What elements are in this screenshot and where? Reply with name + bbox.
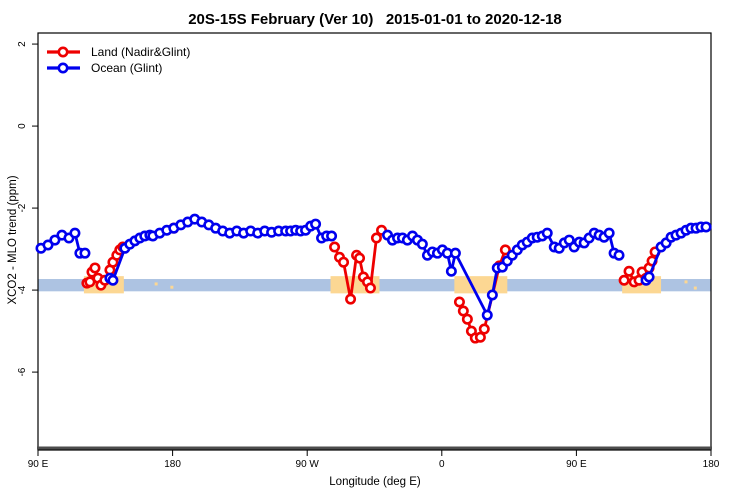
ocean-data-point [541,227,553,239]
ocean-data-point [613,249,625,261]
y-axis-label: XCO2 - MLO trend (ppm) [7,175,19,305]
ocean-data-point [449,247,461,259]
plot-border [37,32,712,451]
ocean-data-point [310,218,322,230]
legend-circle [57,62,69,74]
x-axis-label: Longitude (deg E) [329,476,421,488]
legend-label-land: Land (Nadir&Glint) [91,45,191,59]
ocean-data-point [445,265,457,277]
land-data-point [478,323,490,335]
ocean-series-marker-icon [47,62,80,74]
ocean-data-point [49,234,61,246]
land-data-point [453,296,465,308]
ocean-data-point [79,247,91,259]
ocean-data-point [481,309,493,321]
ocean-data-point [563,234,575,246]
y-tick-label: 2 [17,41,28,47]
land-data-point [618,274,630,286]
orange-speck [154,282,158,286]
x-tick-label: 0 [439,459,445,470]
land-data-point [370,232,382,244]
land-data-point [338,256,350,268]
x-tick-label: 180 [703,459,720,470]
land-data-point [345,293,357,305]
land-data-point [499,244,511,256]
ocean-data-point [416,238,428,250]
y-tick-label: -2 [17,203,28,212]
legend-label-ocean: Ocean (Glint) [91,61,163,75]
legend-item-land: Land (Nadir&Glint) [45,44,190,60]
land-data-point [474,331,486,343]
ocean-data-point [69,227,81,239]
land-data-point [354,252,366,264]
ocean-data-point [700,221,712,233]
land-data-point [457,305,469,317]
land-data-point [461,313,473,325]
legend: Land (Nadir&Glint) Ocean (Glint) [45,44,190,76]
ocean-data-point [486,289,498,301]
x-tick-label: 90 W [296,459,320,470]
orange-speck [693,286,697,290]
ocean-data-point [107,274,119,286]
orange-speck [684,280,688,284]
ocean-data-point [603,227,615,239]
y-tick-label: 0 [17,123,28,129]
x-tick-label: 90 E [566,459,587,470]
ocean-data-point [42,239,54,251]
land-data-point [89,262,101,274]
land-series-marker-icon [47,46,80,58]
ocean-data-point [643,271,655,283]
land-data-point [364,282,376,294]
orange-highlight-patch [454,276,508,294]
land-data-point [623,265,635,277]
chart-title: 20S-15S February (Ver 10) 2015-01-01 to … [188,11,562,28]
legend-item-ocean: Ocean (Glint) [45,60,190,76]
orange-speck [170,285,174,289]
x-tick-label: 90 E [28,459,49,470]
land-data-point [329,241,341,253]
legend-circle [57,46,69,58]
y-tick-label: -6 [17,367,28,376]
x-tick-label: 180 [164,459,181,470]
y-tick-label: -4 [17,285,28,294]
ocean-data-point [326,230,338,242]
